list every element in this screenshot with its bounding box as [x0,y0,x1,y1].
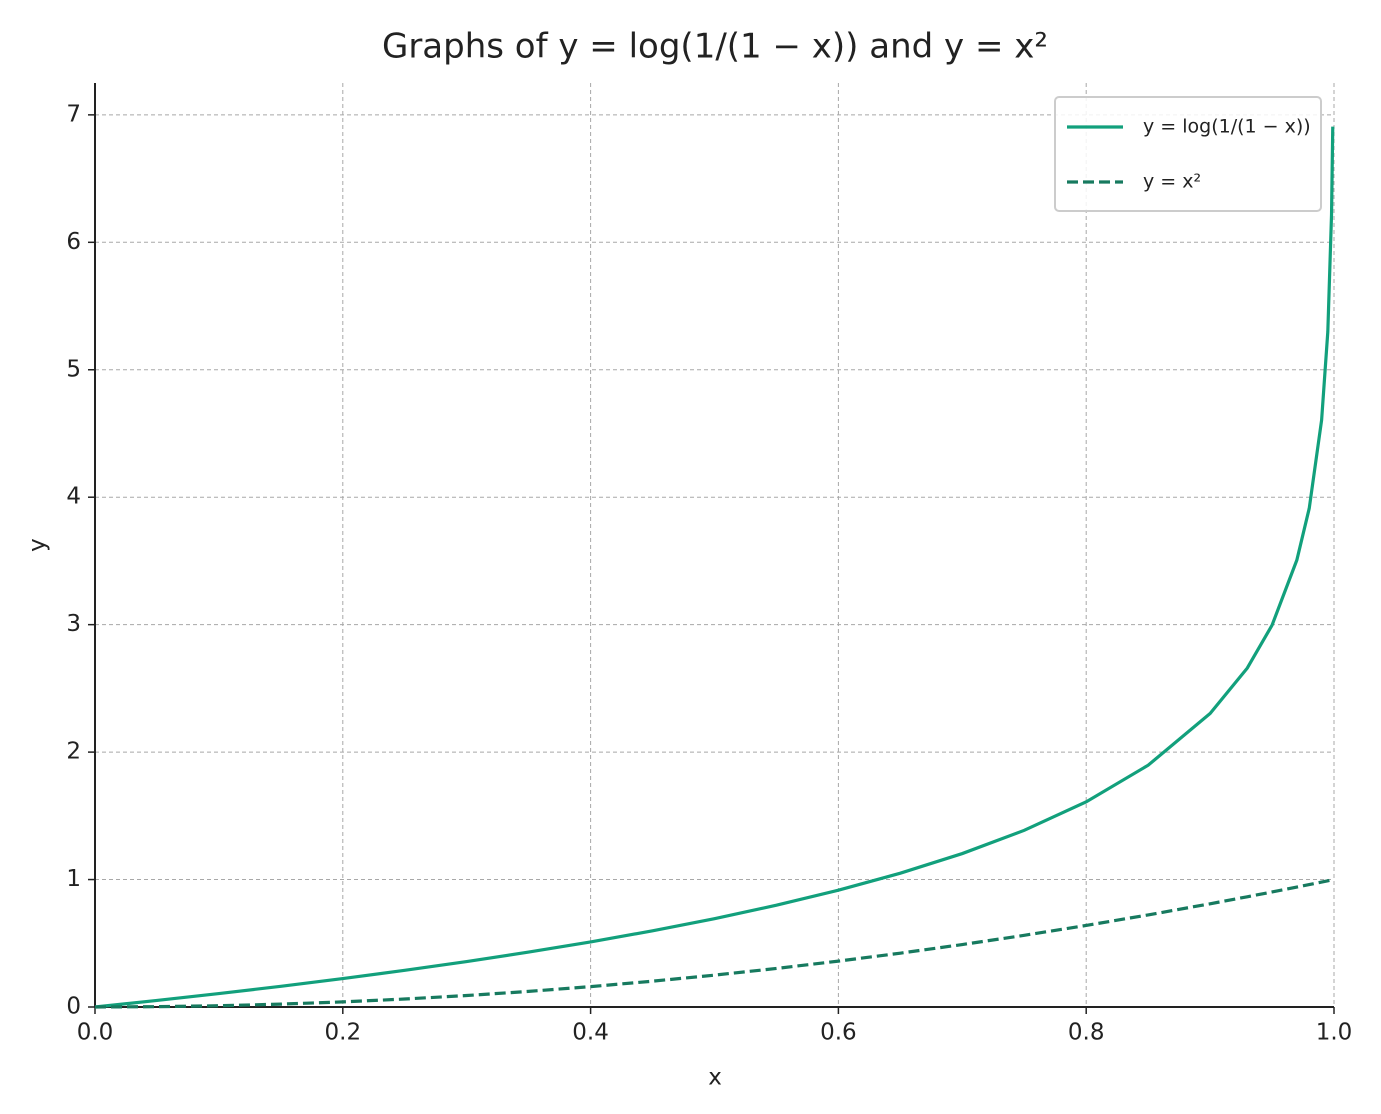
x-tick-label: 0.6 [820,1020,857,1046]
y-tick-label: 4 [66,484,81,510]
line-series [94,126,1335,1009]
legend-label: y = x² [1143,171,1201,193]
y-tick-label: 2 [66,739,81,765]
y-tick-label: 6 [66,229,81,255]
x-tick-label: 0.0 [77,1020,114,1046]
y-tick-label: 7 [66,101,81,127]
y-tick-label: 0 [66,994,81,1020]
x-axis-label: x [708,1065,722,1091]
x-tick-label: 1.0 [1316,1020,1353,1046]
y-tick-label: 3 [66,611,81,637]
x-tick-label: 0.4 [572,1020,609,1046]
x-tick-label: 0.2 [325,1020,362,1046]
chart-title: Graphs of y = log(1/(1 − x)) and y = x² [382,27,1048,67]
y-tick-label: 1 [66,866,81,892]
legend-box [1054,96,1322,212]
x-tick-label: 0.8 [1068,1020,1105,1046]
legend-label: y = log(1/(1 − x)) [1143,116,1311,138]
y-axis-label: y [25,538,51,552]
y-tick-label: 5 [66,356,81,382]
line-series [94,878,1334,1009]
